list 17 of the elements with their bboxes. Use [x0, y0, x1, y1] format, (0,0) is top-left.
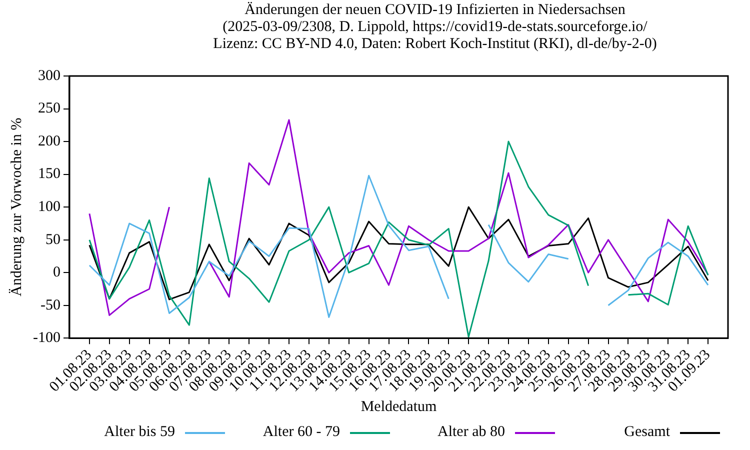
legend-label: Alter bis 59	[104, 424, 175, 441]
y-tick-label: 300	[38, 68, 60, 84]
legend-label: Alter 60 - 79	[262, 424, 340, 441]
legend-label: Alter ab 80	[438, 424, 505, 441]
y-tick-label: -100	[32, 330, 60, 346]
y-tick-label: -50	[40, 297, 60, 314]
y-tick-label: 250	[38, 100, 60, 117]
y-axis-title: Änderung zur Vorwoche in %	[8, 118, 25, 296]
y-tick-label: 200	[38, 133, 60, 150]
y-tick-label: 50	[45, 232, 60, 248]
y-tick-label: 100	[38, 199, 60, 216]
chart-subtitle: (2025-03-09/2308, D. Lippold, https://covid19-de-stats.sourceforge.io/ Lizenz: CC BY-ND 4.0, Daten: Robert Koch-Institut (RKI), dl-de/by-2-0)	[212, 19, 658, 53]
legend-label: Gesamt	[624, 424, 670, 441]
chart-title: Änderungen der neuen COVID-19 Infizierten in Niedersachsen	[244, 2, 626, 19]
x-axis-title: Meldedatum	[360, 398, 437, 415]
y-tick-label: 0	[52, 264, 60, 281]
y-tick-label: 150	[38, 166, 60, 182]
